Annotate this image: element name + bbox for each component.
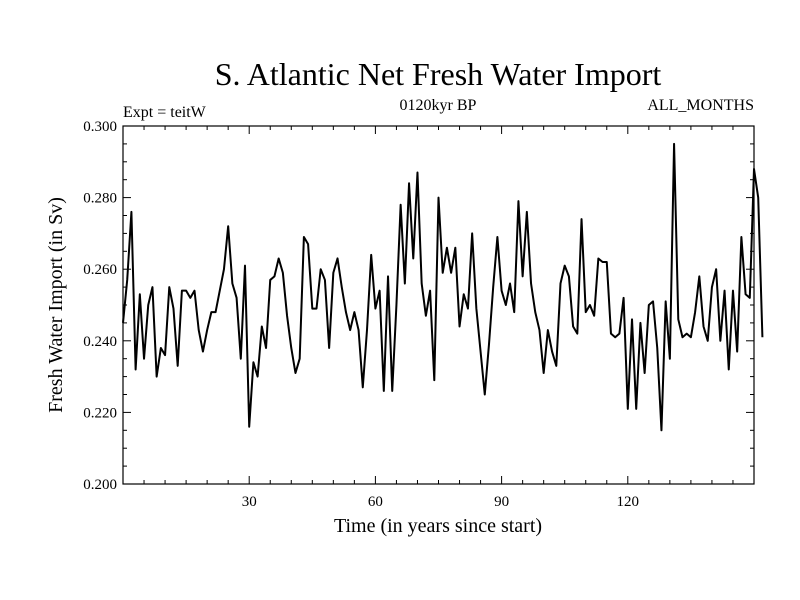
x-axis-label: Time (in years since start) xyxy=(334,515,542,537)
y-tick-label: 0.260 xyxy=(83,262,117,278)
y-tick-label: 0.240 xyxy=(83,334,117,350)
expt-label: Expt = teitW xyxy=(123,104,207,121)
y-tick-label: 0.300 xyxy=(83,119,117,135)
chart-title: S. Atlantic Net Fresh Water Import xyxy=(215,56,662,92)
y-tick-labels: 0.200 0.220 0.240 0.260 0.280 0.300 xyxy=(83,119,117,493)
x-tick-label: 120 xyxy=(617,494,640,510)
x-tick-label: 60 xyxy=(368,494,383,510)
period-label: 0120kyr BP xyxy=(400,97,477,114)
axis-ticks xyxy=(123,125,754,485)
y-tick-label: 0.280 xyxy=(83,191,117,207)
x-tick-label: 30 xyxy=(242,494,257,510)
x-tick-label: 90 xyxy=(494,494,509,510)
months-label: ALL_MONTHS xyxy=(647,97,754,114)
plot-frame xyxy=(122,125,755,485)
y-tick-label: 0.200 xyxy=(83,477,117,493)
y-tick-label: 0.220 xyxy=(83,405,117,421)
x-tick-labels: 30 60 90 120 xyxy=(242,494,639,510)
series-line-fresh-water-import xyxy=(122,142,764,432)
y-axis-label: Fresh Water Import (in Sv) xyxy=(45,197,67,413)
